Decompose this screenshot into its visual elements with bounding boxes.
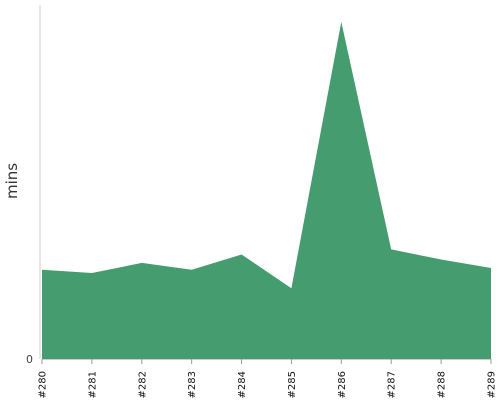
x-tick-label: #287 [387, 371, 398, 398]
x-tick-label: #289 [487, 371, 498, 398]
x-tick-label: #280 [38, 371, 49, 398]
y-tick-label: 0 [26, 353, 33, 366]
x-tick-label: #288 [437, 371, 448, 398]
x-tick-label: #286 [337, 371, 348, 398]
x-tick-label: #285 [287, 371, 298, 398]
series-area [42, 21, 491, 360]
x-tick-label: #281 [87, 371, 98, 398]
x-tick-label: #282 [137, 371, 148, 398]
y-axis-label: mins [3, 163, 21, 199]
x-tick-label: #283 [187, 371, 198, 398]
x-tick-label: #284 [237, 371, 248, 398]
